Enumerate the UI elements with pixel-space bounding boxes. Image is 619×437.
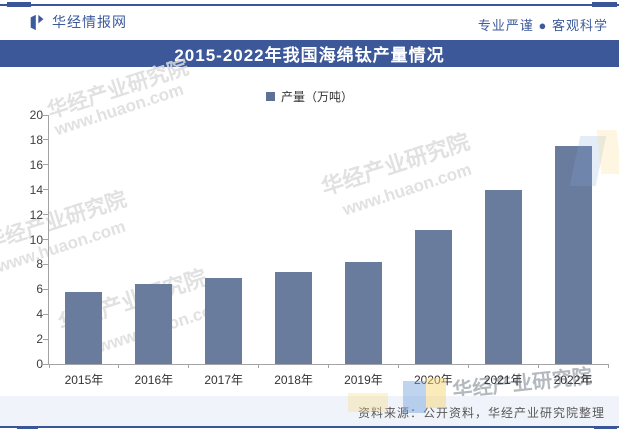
legend-marker-square (265, 92, 275, 101)
y-axis-tick (43, 214, 48, 216)
x-axis-label: 2017年 (204, 373, 244, 387)
bar-2019年 (344, 261, 382, 364)
legend: 产量（万吨） (0, 88, 619, 105)
bottom-border-dash-right (594, 424, 617, 429)
x-axis-tick (397, 364, 399, 368)
bottom-border-dash-left (17, 424, 38, 429)
source-text: 资料来源：公开资料，华经产业研究院整理 (357, 406, 605, 420)
y-axis-tick (43, 114, 48, 116)
y-axis-tick (43, 263, 48, 265)
y-axis-tick (43, 239, 48, 240)
x-axis-tick (258, 364, 260, 368)
brand-name: 华经情报网 (52, 14, 127, 30)
huajing-logo-icon (29, 14, 46, 31)
x-axis-tick (537, 364, 539, 368)
y-axis-tick (43, 338, 48, 340)
y-axis-label: 4 (36, 307, 43, 322)
watermark-logo-shape (596, 130, 619, 174)
y-axis-tick (43, 313, 48, 315)
x-axis-label: 2018年 (274, 373, 313, 387)
x-axis-label: 2016年 (134, 373, 174, 387)
bar-2022年 (554, 146, 592, 364)
bar-2020年 (414, 229, 452, 364)
y-axis-tick (43, 139, 48, 141)
y-axis-tick (43, 363, 48, 365)
legend-label: 产量（万吨） (280, 90, 353, 104)
y-axis-label: 10 (29, 232, 43, 247)
y-axis-label: 6 (36, 282, 43, 297)
header: 华经情报网 专业严谨 ● 客观科学 (0, 8, 619, 38)
x-axis-label: 2019年 (344, 373, 383, 387)
chart-title-bar: 2015-2022年我国海绵钛产量情况 (0, 40, 619, 67)
bar-2021年 (484, 189, 522, 364)
chart-title: 2015-2022年我国海绵钛产量情况 (174, 46, 445, 65)
watermark-logo-shape (426, 378, 446, 408)
y-axis-tick (43, 164, 48, 166)
top-border-dash-right (592, 2, 617, 7)
x-axis-label: 2021年 (483, 373, 523, 387)
bar-chart-plot: 0 2 4 6 8 10 12 14 16 18 20 2015年 2016年 2017年 2018年 201… (30, 108, 609, 387)
y-axis-label: 0 (36, 357, 43, 371)
x-axis-label: 2022年 (553, 373, 593, 387)
y-axis-label: 20 (29, 108, 43, 122)
header-slogan: 专业严谨 ● 客观科学 (477, 18, 608, 33)
y-axis-label: 14 (29, 182, 43, 197)
watermark-logo-shape (403, 381, 426, 413)
bar-2015年 (65, 291, 103, 364)
bar-2018年 (275, 271, 313, 364)
y-axis-tick (43, 189, 48, 191)
top-border-dash-left (7, 2, 31, 7)
chart-area: 华经产业研究院 www.huaon.com 华经产业研究院 www.huaon.com… (0, 56, 619, 402)
x-axis-tick (467, 364, 469, 368)
y-axis-label: 16 (29, 157, 43, 172)
x-axis-tick (118, 364, 120, 368)
brand: 华经情报网 (29, 12, 127, 32)
bottom-border-line (0, 426, 619, 428)
top-border-line (0, 4, 619, 6)
bar-2016年 (135, 284, 173, 364)
bar-2017年 (205, 278, 243, 364)
y-axis-label: 2 (36, 332, 43, 347)
y-axis-tick (43, 288, 48, 290)
x-axis-tick (607, 364, 609, 368)
y-axis-label: 18 (29, 132, 43, 147)
watermark-logo-shape (348, 393, 388, 412)
source-strip: 资料来源：公开资料，华经产业研究院整理 (0, 396, 619, 426)
y-axis-label: 12 (29, 207, 43, 222)
x-axis-tick (188, 364, 190, 368)
x-axis-label: 2015年 (64, 373, 104, 387)
y-axis-label: 8 (36, 257, 43, 272)
x-axis-tick (328, 364, 329, 368)
x-axis-tick (48, 364, 50, 368)
